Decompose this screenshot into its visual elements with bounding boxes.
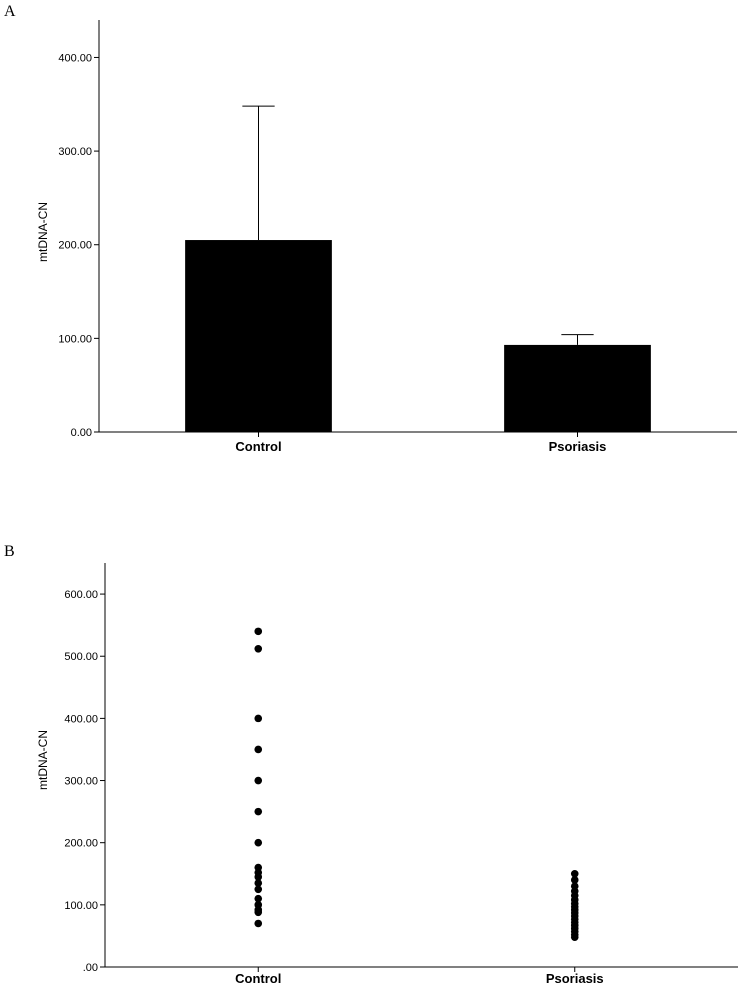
panel-b-y-axis-label: mtDNA-CN	[36, 730, 50, 790]
panel-b-y-tick-label: 300.00	[64, 776, 98, 788]
panel-b-point-control	[254, 807, 263, 816]
panel-b-point-control	[254, 714, 263, 723]
panel-b-point-control	[254, 894, 263, 903]
panel-b-point-control	[254, 885, 263, 894]
panel-b-point-control	[254, 908, 263, 917]
panel-b-point-psoriasis	[570, 876, 579, 884]
panel-b-point-control	[254, 776, 263, 785]
panel-a-y-tick-label: 300.00	[58, 146, 92, 158]
panel-a-error-bar-control	[242, 105, 275, 241]
panel-b-point-control	[254, 627, 263, 636]
panel-b-point-control	[254, 879, 263, 887]
panel-a-y-tick-label: 400.00	[58, 52, 92, 64]
panel-b-points	[254, 627, 579, 941]
panel-b-point-control	[254, 838, 263, 847]
panel-a-y-tick-label: 100.00	[58, 333, 92, 345]
panel-b-category-label: Psoriasis	[546, 971, 604, 985]
panel-b-point-control	[254, 919, 263, 928]
panel-a-y-ticks: 0.00 100.00 200.00 300.00 400.00	[58, 52, 99, 439]
panel-a-y-tick-label: 200.00	[58, 240, 92, 252]
panel-a-category-label: Psoriasis	[549, 439, 607, 454]
panel-b-category-labels: Control Psoriasis	[235, 967, 604, 985]
panel-b-y-tick-label: 500.00	[64, 651, 98, 663]
panel-a-category-label: Control	[235, 439, 281, 454]
panel-b-y-ticks: .00 100.00 200.00 300.00 400.00 500.00 600.00	[64, 589, 105, 974]
panel-b-point-psoriasis	[570, 869, 579, 878]
panel-b-y-tick-label: 100.00	[64, 900, 98, 912]
panel-a-y-tick-label: 0.00	[71, 427, 92, 439]
panel-b-category-label: Control	[235, 971, 281, 985]
panel-a-bars	[185, 240, 651, 432]
panel-b-point-control	[254, 873, 263, 881]
panel-b-y-tick-label: .00	[83, 962, 98, 974]
panel-b-point-control	[254, 745, 263, 754]
panel-a-y-axis-label: mtDNA-CN	[36, 202, 50, 262]
panel-a-bar-control	[185, 240, 332, 432]
panel-b: B mtDNA-CN .00 100.00 200.00 300.00 400.00 50…	[4, 543, 738, 985]
panel-b-point-psoriasis	[570, 933, 579, 941]
panel-b-label: B	[4, 543, 15, 560]
panel-b-point-control	[254, 644, 263, 653]
panel-a-error-bars	[242, 105, 594, 345]
panel-b-y-tick-label: 200.00	[64, 838, 98, 850]
panel-b-y-tick-label: 400.00	[64, 713, 98, 725]
panel-a: A mtDNA-CN 0.00100.00200.00300.00400.00 …	[4, 3, 737, 454]
panel-a-category-labels: Control Psoriasis	[235, 432, 606, 454]
panel-a-error-bar-psoriasis	[561, 334, 594, 345]
panel-b-y-tick-label: 600.00	[64, 589, 98, 601]
panel-a-bar-psoriasis	[504, 344, 651, 432]
panel-a-label: A	[4, 3, 16, 20]
